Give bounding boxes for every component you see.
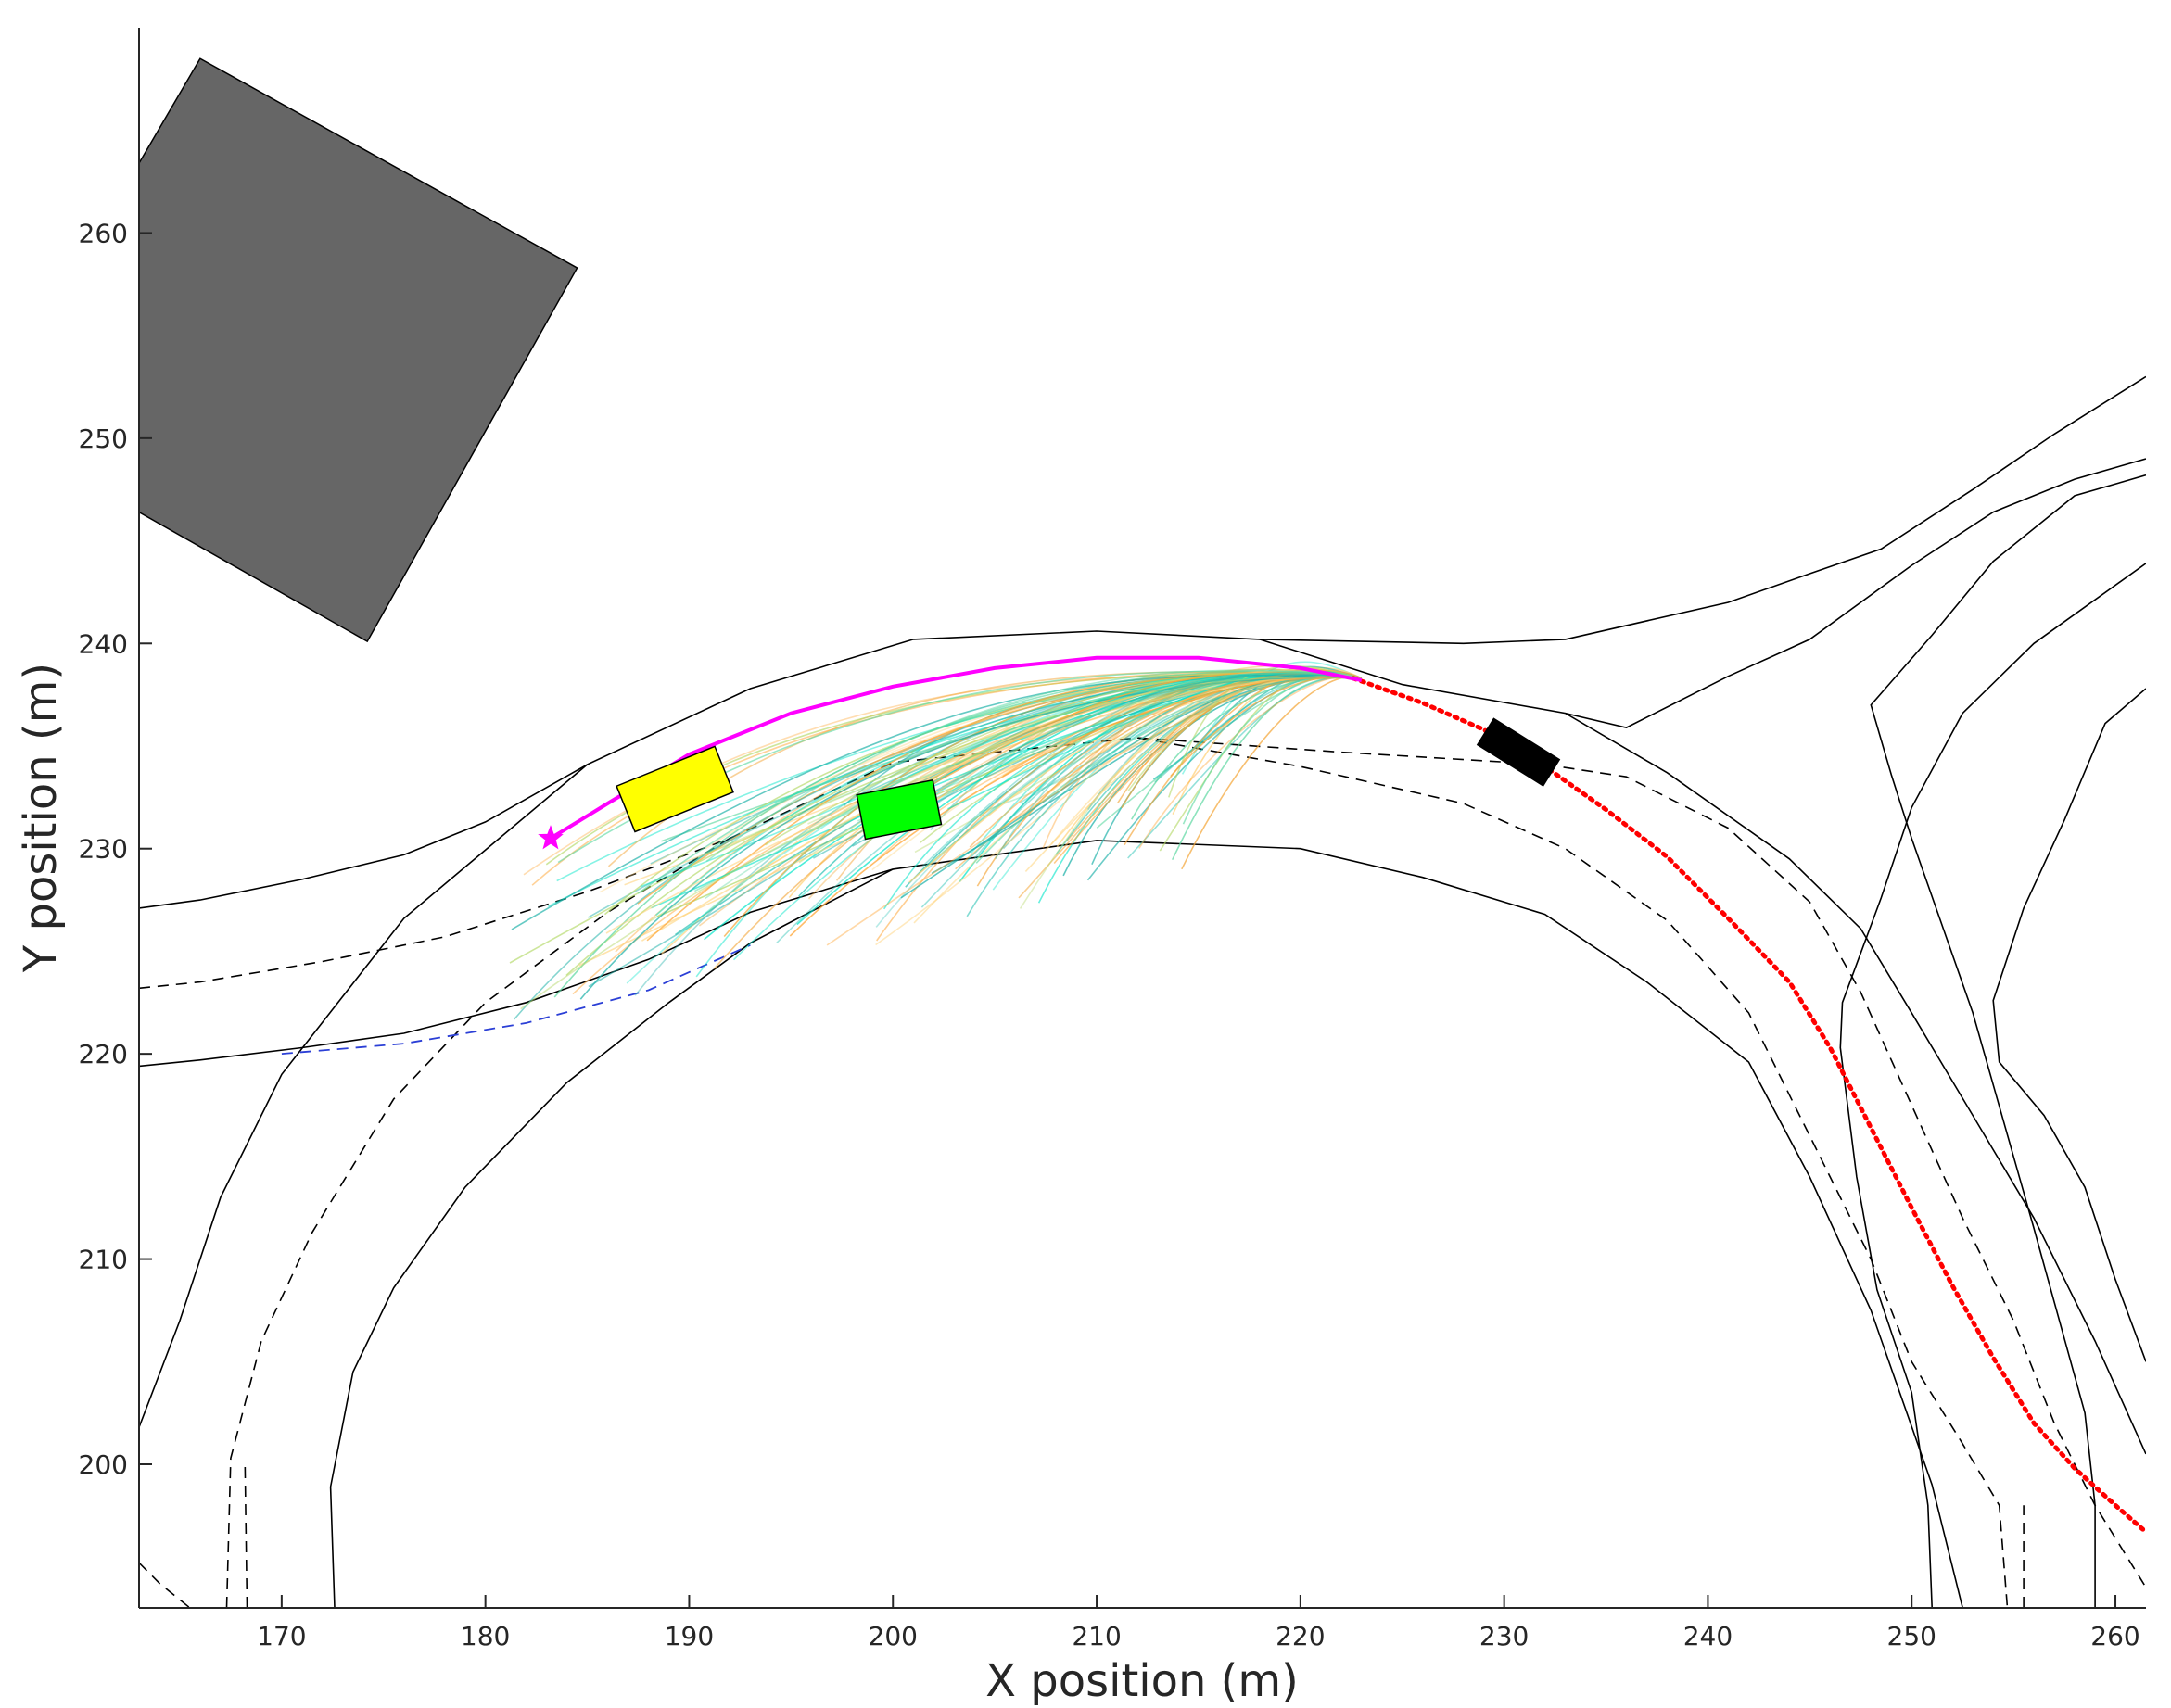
x-tick-label: 220 xyxy=(1276,1621,1325,1651)
road-edge-8 xyxy=(1992,688,2146,1362)
y-tick-label: 240 xyxy=(79,628,128,659)
x-tick-label: 250 xyxy=(1887,1621,1936,1651)
lane-center-3 xyxy=(244,1463,248,1608)
vehicle-2 xyxy=(1476,717,1561,787)
candidate-trajectory xyxy=(703,676,1362,856)
x-axis-label: X position (m) xyxy=(985,1655,1299,1707)
y-tick-label: 260 xyxy=(79,218,128,248)
y-ticks: 200 210 220 230 240 250 260 xyxy=(79,218,152,1480)
candidate-trajectory xyxy=(579,677,1362,1000)
road-edge-4 xyxy=(1259,639,2146,1455)
paths-layer xyxy=(538,655,2146,1535)
x-tick-label: 190 xyxy=(665,1621,714,1651)
y-tick-label: 210 xyxy=(79,1245,128,1275)
lane-center-4 xyxy=(1136,737,2009,1608)
road-edge-0 xyxy=(139,375,2146,909)
vehicles-layer xyxy=(616,717,1561,841)
lane-center-2 xyxy=(225,837,730,1608)
road-edge-3 xyxy=(329,868,894,1608)
reference-path xyxy=(1351,676,2146,1535)
road-edges-layer xyxy=(139,375,2146,1608)
x-tick-label: 200 xyxy=(869,1621,918,1651)
candidate-trajectory xyxy=(572,675,1362,995)
candidate-trajectory xyxy=(915,671,1362,794)
x-tick-label: 240 xyxy=(1683,1621,1733,1651)
candidate-trajectories-layer xyxy=(509,661,1363,1020)
x-ticks: 170 180 190 200 210 220 230 240 250 260 xyxy=(257,1595,2140,1651)
candidate-trajectory xyxy=(626,672,1362,984)
y-axis-label: Y position (m) xyxy=(15,663,67,973)
vehicle-1 xyxy=(856,778,943,841)
lane-centers-layer xyxy=(139,737,2146,1608)
road-edge-7 xyxy=(1839,563,2146,1608)
road-edge-2 xyxy=(139,764,589,1428)
building-layer xyxy=(139,57,578,643)
lane-center-1 xyxy=(139,1562,191,1608)
start-point-marker xyxy=(538,825,564,850)
lane-center-0 xyxy=(139,737,2146,1588)
x-tick-label: 180 xyxy=(461,1621,510,1651)
plot-area xyxy=(139,57,2146,1608)
y-tick-label: 230 xyxy=(79,834,128,865)
candidate-trajectory xyxy=(511,674,1362,930)
y-tick-label: 220 xyxy=(79,1039,128,1069)
building-obstacle xyxy=(139,57,578,643)
axes: 170 180 190 200 210 220 230 240 250 260 200 210 220… xyxy=(79,28,2146,1651)
candidate-trajectory xyxy=(1152,671,1363,780)
candidate-trajectory xyxy=(520,677,1362,1010)
road-edge-6 xyxy=(1870,474,2146,1608)
ego-lane-center xyxy=(281,943,751,1055)
y-tick-label: 250 xyxy=(79,424,128,454)
road-edge-5 xyxy=(1565,458,2146,728)
x-tick-label: 230 xyxy=(1479,1621,1529,1651)
road-edge-1 xyxy=(139,840,1963,1608)
x-tick-label: 260 xyxy=(2090,1621,2139,1651)
y-tick-label: 200 xyxy=(79,1449,128,1480)
x-tick-label: 170 xyxy=(257,1621,306,1651)
x-tick-label: 210 xyxy=(1072,1621,1121,1651)
candidate-trajectory xyxy=(705,669,1362,863)
vehicle-0 xyxy=(616,745,734,833)
